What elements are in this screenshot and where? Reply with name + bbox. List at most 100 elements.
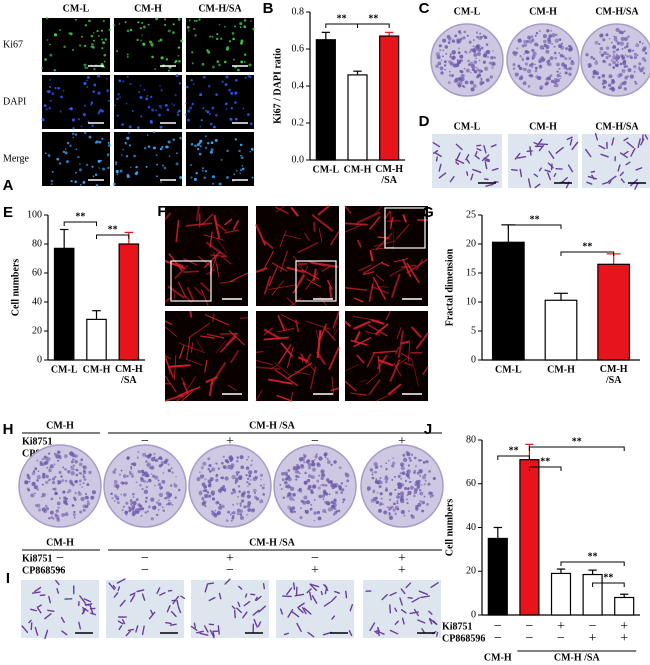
colony: [326, 457, 329, 461]
colony: [539, 87, 542, 91]
cell: [117, 620, 124, 625]
colony: [554, 83, 559, 88]
micrograph: [42, 131, 111, 187]
cell: [197, 147, 200, 151]
actin: [228, 329, 246, 346]
cell: [334, 590, 341, 594]
colony: [239, 504, 242, 507]
colony: [211, 497, 216, 501]
colony: [440, 59, 443, 61]
cell: [242, 107, 245, 110]
colony: [472, 49, 477, 54]
colony: [477, 52, 481, 57]
colony: [408, 481, 411, 484]
cell: [216, 37, 219, 41]
colony: [239, 502, 242, 505]
actin: [276, 394, 292, 402]
colony: [346, 479, 350, 483]
colony: [298, 457, 304, 462]
transwell-image: [432, 134, 502, 188]
colony: [236, 512, 240, 516]
colony: [546, 29, 550, 33]
cell: [237, 68, 240, 72]
column-label: CM-H: [529, 6, 557, 17]
actin: [279, 250, 288, 273]
colony: [308, 484, 312, 489]
cell: [191, 62, 194, 65]
colony: [608, 63, 612, 67]
colony: [518, 66, 523, 71]
colony: [451, 55, 456, 60]
actin: [213, 214, 221, 240]
cell: [474, 150, 478, 157]
y-tick-label: 0: [37, 354, 42, 365]
column-label: CM-H: [529, 121, 557, 132]
colony: [400, 477, 403, 480]
cell: [116, 50, 119, 53]
colony: [568, 46, 573, 51]
colony: [72, 513, 76, 517]
cell: [430, 581, 439, 589]
actin: [287, 362, 313, 379]
cell: [514, 152, 521, 160]
actin: [331, 376, 335, 396]
colony: [308, 474, 312, 478]
y-axis-label: Ki67 / DAPI ratio: [272, 48, 283, 124]
actin: [344, 222, 368, 226]
colony: [154, 506, 157, 509]
cell: [177, 113, 180, 116]
colony: [482, 53, 487, 58]
cell: [172, 31, 175, 34]
actin: [164, 320, 173, 326]
colony: [173, 482, 176, 485]
cell: [44, 629, 49, 640]
cell: [389, 604, 392, 614]
cell: [190, 625, 198, 631]
cell: [152, 146, 156, 150]
colony: [463, 30, 467, 34]
colony: [311, 459, 315, 463]
colony: [314, 455, 318, 459]
colony: [444, 68, 446, 71]
colony: [74, 460, 78, 464]
bar: [53, 247, 75, 361]
colony: [229, 513, 232, 516]
colony: [409, 459, 412, 462]
colony: [428, 491, 432, 496]
cell: [234, 101, 237, 104]
colony-plate: [506, 23, 580, 97]
colony: [36, 475, 41, 480]
fluorescence-image: [255, 310, 340, 402]
micrograph: [184, 74, 254, 129]
colony: [551, 43, 553, 45]
cell: [101, 47, 104, 50]
cell: [187, 118, 190, 122]
colony: [526, 69, 532, 74]
colony: [405, 450, 409, 455]
colony: [153, 452, 156, 456]
cell: [218, 182, 222, 186]
colony: [564, 71, 568, 75]
cell: [569, 138, 573, 146]
actin: [263, 328, 281, 340]
colony: [147, 505, 151, 509]
colony: [155, 501, 159, 504]
panel-letter: B: [263, 0, 274, 17]
colony: [473, 69, 478, 74]
colony: [553, 77, 558, 82]
colony: [204, 478, 207, 481]
actin: [344, 287, 367, 291]
significance-bracket: [560, 251, 615, 256]
colony: [123, 493, 127, 497]
fluorescence-image: [344, 310, 429, 402]
cell: [196, 630, 204, 634]
panel-letter: A: [3, 177, 14, 194]
actin: [324, 327, 336, 342]
bar: [315, 39, 336, 161]
significance-bracket: [560, 561, 625, 566]
colony: [74, 469, 77, 471]
colony: [342, 501, 345, 504]
colony: [379, 503, 382, 507]
cell: [112, 24, 116, 27]
